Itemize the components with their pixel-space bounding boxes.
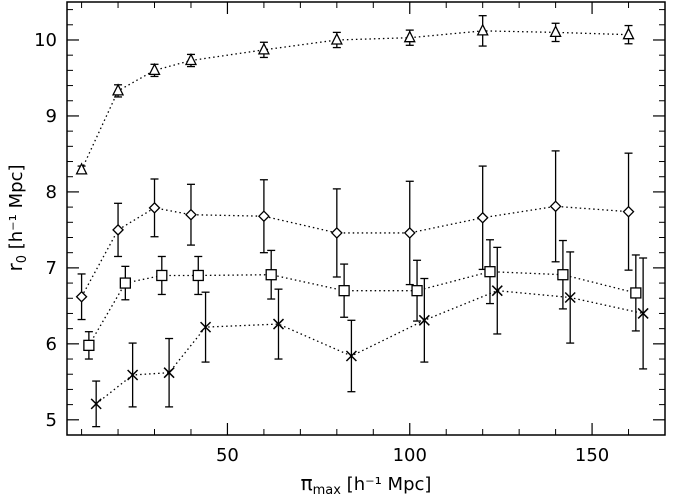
x-axis-label-main: π [301, 471, 313, 495]
x-tick-label: 50 [216, 445, 239, 466]
data-point-triangle [403, 30, 416, 43]
data-point-cross [418, 314, 430, 326]
series-layer [75, 15, 649, 428]
data-point-diamond [257, 210, 270, 223]
series-line [80, 30, 629, 171]
y-tick-label: 10 [34, 30, 57, 51]
data-point-triangle [184, 53, 198, 66]
y-tick-label: 9 [46, 106, 57, 127]
data-point-square [484, 266, 496, 278]
y-axis-label-sub: 0 [15, 255, 30, 263]
data-point-diamond [403, 227, 416, 239]
data-point-cross [90, 398, 102, 410]
axis-ticks: 50 100 150 5 6 7 8 9 10 [34, 2, 666, 466]
data-point-triangle [148, 62, 161, 76]
data-point-cross [491, 285, 503, 297]
data-point-square [156, 269, 168, 282]
x-axis-label-sub: max [313, 483, 342, 497]
data-point-diamond [476, 211, 489, 224]
data-point-square [338, 285, 350, 297]
cross-stroke [564, 291, 576, 304]
data-point-cross [564, 291, 576, 304]
y-axis-label-rest: [h⁻¹ Mpc] [6, 165, 27, 255]
data-point-square [192, 269, 204, 282]
series-triangle [75, 15, 635, 175]
cross-stroke [200, 321, 212, 333]
data-point-triangle [330, 32, 343, 45]
cross-stroke [163, 367, 175, 379]
data-point-triangle [257, 42, 270, 55]
cross-stroke [491, 285, 503, 297]
cross-stroke [272, 318, 285, 330]
data-point-diamond [622, 205, 635, 218]
data-point-cross [200, 321, 212, 333]
series-cross [90, 246, 649, 428]
data-point-square [83, 339, 95, 352]
x-axis-label: πmax [h⁻¹ Mpc] [301, 471, 432, 497]
series-line [81, 205, 629, 298]
data-point-square [265, 269, 277, 281]
data-point-triangle [622, 27, 635, 40]
y-axis-label-main: r [3, 262, 27, 271]
series-square [83, 239, 642, 360]
data-point-diamond [112, 223, 124, 236]
data-point-diamond [148, 201, 161, 214]
x-tick-label: 150 [575, 445, 609, 466]
data-point-square [557, 269, 569, 281]
data-point-diamond [549, 200, 562, 213]
data-point-diamond [185, 208, 197, 221]
data-point-triangle [75, 162, 88, 175]
cross-stroke [418, 314, 430, 326]
data-point-diamond [330, 227, 343, 239]
y-tick-label: 6 [46, 334, 57, 355]
data-point-cross [272, 318, 285, 330]
data-point-triangle [549, 24, 562, 38]
data-point-square [630, 287, 642, 299]
cross-stroke [637, 307, 649, 319]
cross-stroke [127, 369, 139, 381]
y-tick-label: 5 [46, 410, 57, 431]
data-point-cross [637, 307, 649, 319]
y-tick-label: 8 [46, 182, 57, 203]
series-line [95, 290, 644, 405]
y-tick-label: 7 [46, 258, 57, 279]
data-point-triangle [111, 83, 125, 96]
series-line [88, 271, 636, 346]
data-point-cross [127, 369, 139, 381]
y-axis-label: r0 [h⁻¹ Mpc] [3, 165, 30, 272]
series-diamond [75, 150, 635, 321]
cross-stroke [345, 350, 357, 362]
data-point-cross [163, 367, 175, 379]
cross-stroke [90, 398, 102, 410]
x-tick-label: 100 [393, 445, 427, 466]
data-point-triangle [476, 23, 489, 36]
data-point-diamond [75, 290, 88, 303]
data-point-cross [345, 350, 357, 362]
data-point-square [411, 285, 423, 297]
plot-frame [66, 1, 666, 436]
data-point-square [119, 277, 131, 289]
x-axis-label-rest: [h⁻¹ Mpc] [341, 474, 431, 495]
